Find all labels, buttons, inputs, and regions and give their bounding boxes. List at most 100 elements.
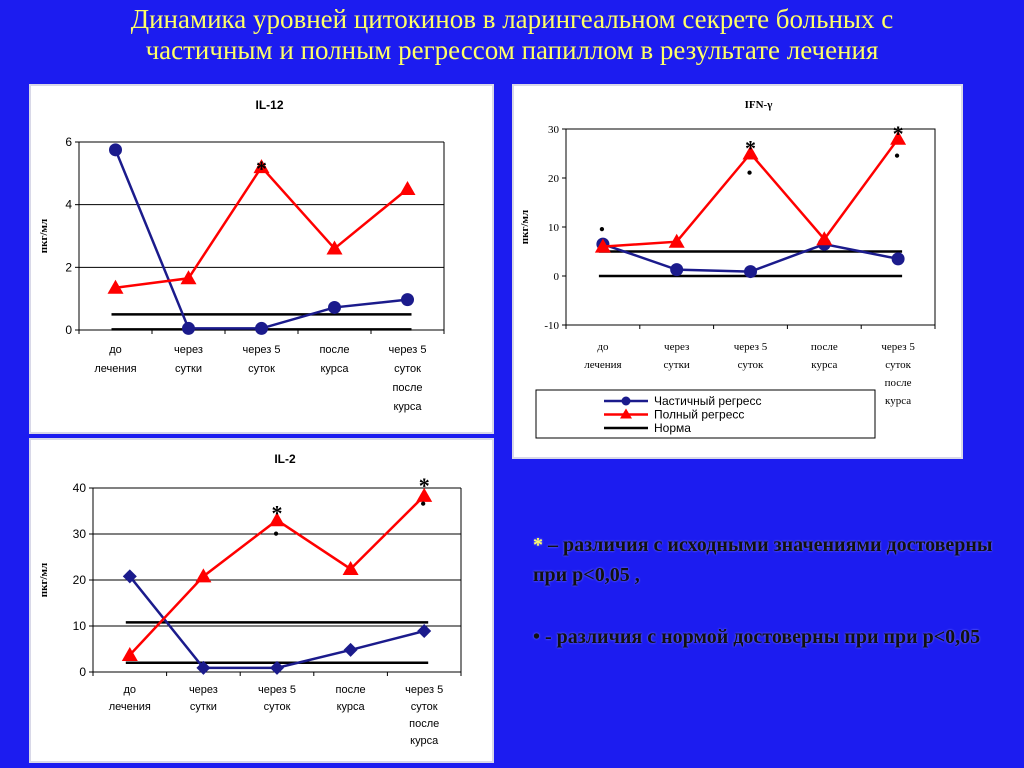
y-axis-label: пкг/мл — [38, 563, 50, 597]
y-tick-label: 20 — [548, 173, 560, 185]
x-tick-label-line: лечения — [109, 701, 151, 713]
legend-swatch-marker — [621, 396, 631, 406]
full-regress-point — [816, 231, 833, 246]
full-regress-point — [594, 238, 611, 253]
significance-asterisk: * — [745, 136, 756, 161]
il2-chart: IL-2 0 10 20 30 40 до лечения через сутки через 5 с… — [38, 452, 462, 747]
partial-regress-point — [122, 569, 137, 584]
partial-regress-point — [328, 300, 341, 314]
x-tick-label-line: через — [664, 341, 689, 353]
partial-regress-point — [670, 263, 684, 277]
x-tick-label-line: после — [319, 344, 349, 356]
x-tick-label-line: лечения — [584, 359, 621, 371]
significance-asterisk: * — [893, 121, 904, 146]
full-regress-point — [107, 279, 124, 294]
x-tick-label-line: сутки — [190, 701, 217, 713]
il12-chart-panel: IL-12 0 2 4 6 до лечения через сутки через 5 суток… — [29, 84, 494, 434]
x-tick-label: через сутки — [664, 341, 690, 371]
y-tick-label: 10 — [548, 222, 560, 234]
norm-significance-dot: • — [599, 221, 605, 238]
full-regress-point — [668, 233, 685, 248]
significance-asterisk: * — [272, 501, 283, 526]
x-tick-label: через 5 суток после курса — [405, 684, 443, 747]
y-tick-label: 2 — [65, 260, 72, 274]
y-axis-label: пкг/мл — [519, 210, 531, 244]
partial-regress-point — [255, 321, 268, 335]
full-regress-point — [121, 646, 138, 661]
full-regress-point — [269, 512, 285, 527]
y-tick-label: 0 — [79, 665, 86, 679]
full-regress-point — [890, 130, 907, 145]
norm-significance-dot: • — [747, 165, 753, 182]
asterisk-symbol: * — [533, 534, 543, 556]
significance-note-norm: • - различия с нормой достоверны при при… — [533, 622, 1003, 652]
x-tick-label-line: после — [885, 377, 912, 389]
x-tick-label-line: через 5 — [881, 341, 915, 353]
x-tick-label: через 5 суток — [242, 344, 280, 375]
y-tick-label: 30 — [73, 527, 87, 541]
x-tick-label: через 5 суток после курса — [881, 341, 915, 407]
legend-label: Частичный регресс — [654, 394, 761, 408]
x-tick-label-line: суток — [738, 359, 764, 371]
full-regress-point — [326, 240, 343, 255]
x-tick-label: после курса — [319, 344, 349, 375]
x-tick-label: через 5 суток после курса — [388, 344, 426, 413]
y-tick-label: 6 — [65, 135, 72, 149]
partial-regress-point — [182, 321, 195, 335]
note-text: – различия с исходными значениями достов… — [533, 534, 993, 586]
x-tick-label-line: суток — [394, 363, 421, 375]
x-tick-label-line: суток — [411, 701, 438, 713]
chart-title: IL-2 — [274, 452, 296, 466]
x-tick-label-line: через 5 — [242, 344, 280, 356]
x-tick-label-line: после — [392, 382, 422, 394]
y-tick-label: 0 — [65, 323, 72, 337]
x-tick-label-line: суток — [264, 701, 291, 713]
x-tick-label-line: курса — [320, 363, 349, 375]
partial-regress-point — [417, 624, 432, 639]
x-tick-label-line: через 5 — [388, 344, 426, 356]
x-tick-label-line: курса — [885, 395, 911, 407]
partial-regress-point — [196, 660, 211, 675]
il12-chart: IL-12 0 2 4 6 до лечения через сутки через 5 суток… — [38, 98, 445, 413]
partial-regress-point — [109, 143, 122, 157]
plot-frame — [565, 128, 936, 326]
x-tick-label-line: курса — [393, 401, 422, 413]
x-tick-label-line: через — [189, 684, 218, 696]
x-tick-label-line: лечения — [94, 363, 136, 375]
norm-significance-dot: • — [273, 526, 279, 543]
y-tick-label: -10 — [544, 320, 559, 332]
x-tick-label: до лечения — [109, 684, 151, 713]
partial-regress-point — [401, 293, 414, 307]
partial-regress-point — [891, 252, 905, 266]
x-tick-label: после курса — [811, 341, 838, 371]
x-tick-label-line: через 5 — [405, 684, 443, 696]
full-regress-point — [742, 145, 759, 160]
x-tick-label-line: после — [336, 684, 366, 696]
il2-chart-panel: IL-2 0 10 20 30 40 до лечения через сутки через 5 с… — [29, 438, 494, 763]
x-tick-label-line: сутки — [175, 363, 202, 375]
x-tick-label-line: суток — [885, 359, 911, 371]
x-tick-label: до лечения — [94, 344, 136, 375]
legend-swatch-marker — [620, 408, 632, 419]
norm-significance-dot: • — [894, 148, 900, 165]
x-tick-label-line: суток — [248, 363, 275, 375]
legend-label: Полный регресс — [654, 408, 744, 422]
chart-title: IL-12 — [255, 98, 283, 112]
y-tick-label: 4 — [65, 198, 72, 212]
x-tick-label: после курса — [336, 684, 366, 713]
x-tick-label: до лечения — [584, 341, 621, 371]
x-tick-label-line: после — [811, 341, 838, 353]
full-regress-point — [253, 159, 270, 174]
partial-regress-point — [744, 265, 757, 279]
title-line-2: частичным и полным регрессом папиллом в … — [145, 35, 879, 65]
norm-significance-dot: • — [420, 496, 426, 513]
y-tick-label: 10 — [73, 619, 87, 633]
y-axis-label: пкг/мл — [38, 219, 50, 253]
significance-note-initial: * – различия с исходными значениями дост… — [533, 530, 1003, 590]
x-tick-label: через сутки — [189, 684, 218, 713]
x-tick-label-line: через 5 — [734, 341, 768, 353]
x-tick-label-line: сутки — [664, 359, 690, 371]
full-regress-point — [399, 181, 416, 195]
chart-title: IFN-γ — [745, 99, 773, 111]
